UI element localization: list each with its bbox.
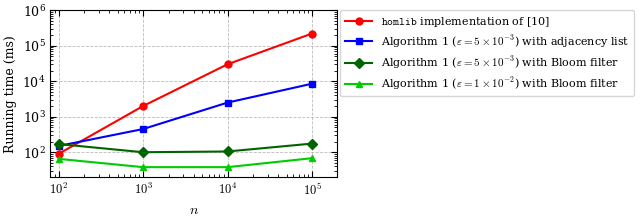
Algorithm 1 ($\varepsilon = 5 \times 10^{-3}$) with Bloom filter xyxy=(140,151,147,154)
Algorithm 1 ($\varepsilon = 1 \times 10^{-2}$) with Bloom filter xyxy=(308,157,316,160)
Algorithm 1 ($\varepsilon = 1 \times 10^{-2}$) with Bloom filter xyxy=(224,166,232,168)
Line: Algorithm 1 ($\varepsilon = 5 \times 10^{-3}$) with Bloom filter: Algorithm 1 ($\varepsilon = 5 \times 10^… xyxy=(55,140,316,156)
$\mathtt{homlib}$ implementation of [10] xyxy=(224,63,232,66)
Line: $\mathtt{homlib}$ implementation of [10]: $\mathtt{homlib}$ implementation of [10] xyxy=(55,30,316,157)
Algorithm 1 ($\varepsilon = 1 \times 10^{-2}$) with Bloom filter xyxy=(140,166,147,168)
Algorithm 1 ($\varepsilon = 5 \times 10^{-3}$) with adjacency list xyxy=(308,82,316,85)
$\mathtt{homlib}$ implementation of [10] xyxy=(308,32,316,35)
Algorithm 1 ($\varepsilon = 5 \times 10^{-3}$) with adjacency list xyxy=(224,101,232,104)
$\mathtt{homlib}$ implementation of [10] xyxy=(140,105,147,107)
Line: Algorithm 1 ($\varepsilon = 1 \times 10^{-2}$) with Bloom filter: Algorithm 1 ($\varepsilon = 1 \times 10^… xyxy=(55,155,316,171)
Y-axis label: Running time (ms): Running time (ms) xyxy=(4,35,17,152)
Algorithm 1 ($\varepsilon = 5 \times 10^{-3}$) with Bloom filter xyxy=(224,150,232,153)
Algorithm 1 ($\varepsilon = 5 \times 10^{-3}$) with Bloom filter xyxy=(308,142,316,145)
$\mathtt{homlib}$ implementation of [10] xyxy=(55,152,63,155)
Legend: $\mathtt{homlib}$ implementation of [10], Algorithm 1 ($\varepsilon = 5 \times 1: $\mathtt{homlib}$ implementation of [10]… xyxy=(340,10,634,96)
Algorithm 1 ($\varepsilon = 1 \times 10^{-2}$) with Bloom filter xyxy=(55,158,63,160)
Algorithm 1 ($\varepsilon = 5 \times 10^{-3}$) with adjacency list xyxy=(55,145,63,147)
Line: Algorithm 1 ($\varepsilon = 5 \times 10^{-3}$) with adjacency list: Algorithm 1 ($\varepsilon = 5 \times 10^… xyxy=(55,80,316,149)
Algorithm 1 ($\varepsilon = 5 \times 10^{-3}$) with Bloom filter xyxy=(55,143,63,145)
X-axis label: $n$: $n$ xyxy=(189,203,199,217)
Algorithm 1 ($\varepsilon = 5 \times 10^{-3}$) with adjacency list xyxy=(140,128,147,130)
